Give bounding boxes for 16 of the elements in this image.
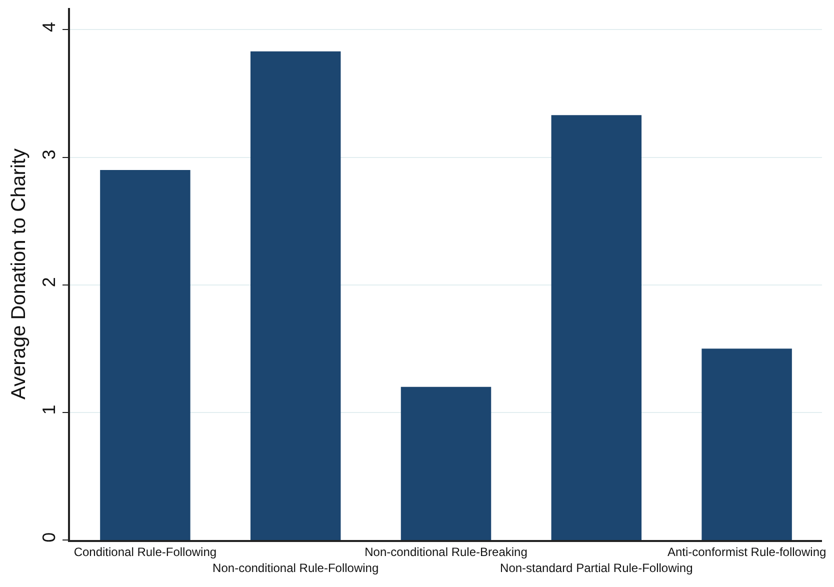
bar bbox=[551, 115, 642, 540]
y-tick-label: 3 bbox=[39, 150, 60, 160]
x-tick-label: Non-standard Partial Rule-Following bbox=[500, 560, 693, 575]
y-tick-label: 2 bbox=[39, 277, 60, 288]
y-tick-label: 0 bbox=[39, 532, 60, 542]
bar bbox=[250, 51, 341, 540]
x-tick-label: Non-conditional Rule-Following bbox=[212, 560, 379, 575]
y-tick-label: 1 bbox=[39, 404, 60, 415]
y-axis-title: Average Donation to Charity bbox=[8, 148, 30, 400]
x-tick-label: Conditional Rule-Following bbox=[74, 545, 217, 560]
y-tick-label: 4 bbox=[39, 22, 60, 32]
bar bbox=[702, 348, 792, 540]
x-tick-label: Non-conditional Rule-Breaking bbox=[364, 545, 528, 560]
bar bbox=[100, 170, 190, 540]
x-tick-label: Anti-conformist Rule-following bbox=[667, 545, 826, 560]
bar bbox=[400, 386, 492, 540]
